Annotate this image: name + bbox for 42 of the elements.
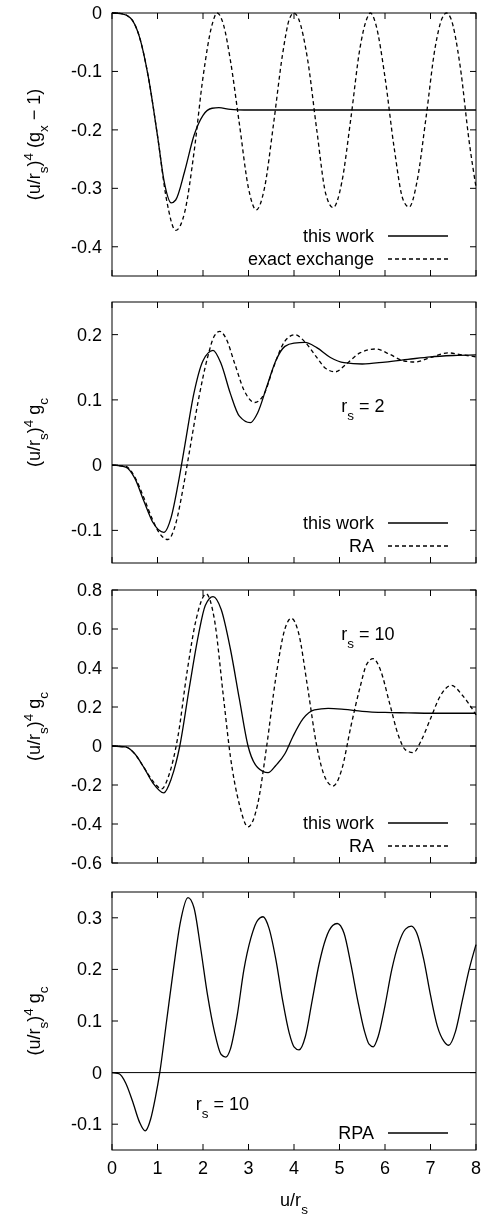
y-tick-label: 0.6 xyxy=(76,619,102,639)
y-tick-label: -0.1 xyxy=(70,520,102,541)
x-tick-label: 7 xyxy=(425,1158,436,1178)
y-tick-label: 0.1 xyxy=(76,389,102,410)
y-tick-label: -0.4 xyxy=(70,814,102,834)
annotation: r$_{s}$ = 10 xyxy=(341,623,395,651)
y-tick-label: 0.8 xyxy=(76,580,102,600)
legend-label: this work xyxy=(302,226,375,246)
legend-label: RPA xyxy=(338,1123,374,1143)
y-tick-label: -0.1 xyxy=(70,1114,102,1135)
x-axis-title: u/r$_{s}$ xyxy=(280,1190,309,1215)
x-tick-label: 8 xyxy=(470,1158,482,1178)
legend-label: RA xyxy=(348,536,374,556)
y-tick-label: -0.2 xyxy=(70,775,102,795)
y-tick-label: 0 xyxy=(91,736,102,756)
legend-label: this work xyxy=(302,813,375,833)
legend-label: RA xyxy=(348,836,374,856)
y-tick-label: 0.2 xyxy=(76,697,102,717)
annotation: r$_{s}$ = 10 xyxy=(195,1093,250,1121)
x-tick-label: 6 xyxy=(379,1158,391,1178)
y-tick-label: 0.4 xyxy=(76,658,102,678)
y-tick-label: 0.3 xyxy=(76,907,102,928)
y-tick-label: 0 xyxy=(91,1062,102,1083)
y-tick-label: -0.4 xyxy=(70,236,102,257)
annotation: r$_{s}$ = 2 xyxy=(341,396,385,423)
x-tick-label: 0 xyxy=(106,1158,118,1178)
legend-label: exact exchange xyxy=(247,249,374,269)
y-tick-label: 0 xyxy=(91,455,102,476)
y-tick-label: 0.1 xyxy=(76,1011,102,1031)
y-tick-label: 0.2 xyxy=(76,324,102,345)
y-tick-label: -0.6 xyxy=(70,853,102,873)
y-tick-label: -0.2 xyxy=(70,119,102,140)
x-tick-label: 3 xyxy=(243,1158,254,1178)
x-tick-label: 5 xyxy=(334,1158,345,1178)
x-tick-label: 2 xyxy=(197,1158,209,1178)
y-tick-label: 0 xyxy=(91,3,102,23)
y-tick-label: -0.3 xyxy=(70,178,102,199)
x-tick-label: 1 xyxy=(152,1158,163,1178)
legend-label: this work xyxy=(302,513,375,533)
y-tick-label: 0.2 xyxy=(76,959,102,980)
x-tick-label: 4 xyxy=(288,1158,300,1178)
y-tick-label: -0.1 xyxy=(70,61,102,82)
